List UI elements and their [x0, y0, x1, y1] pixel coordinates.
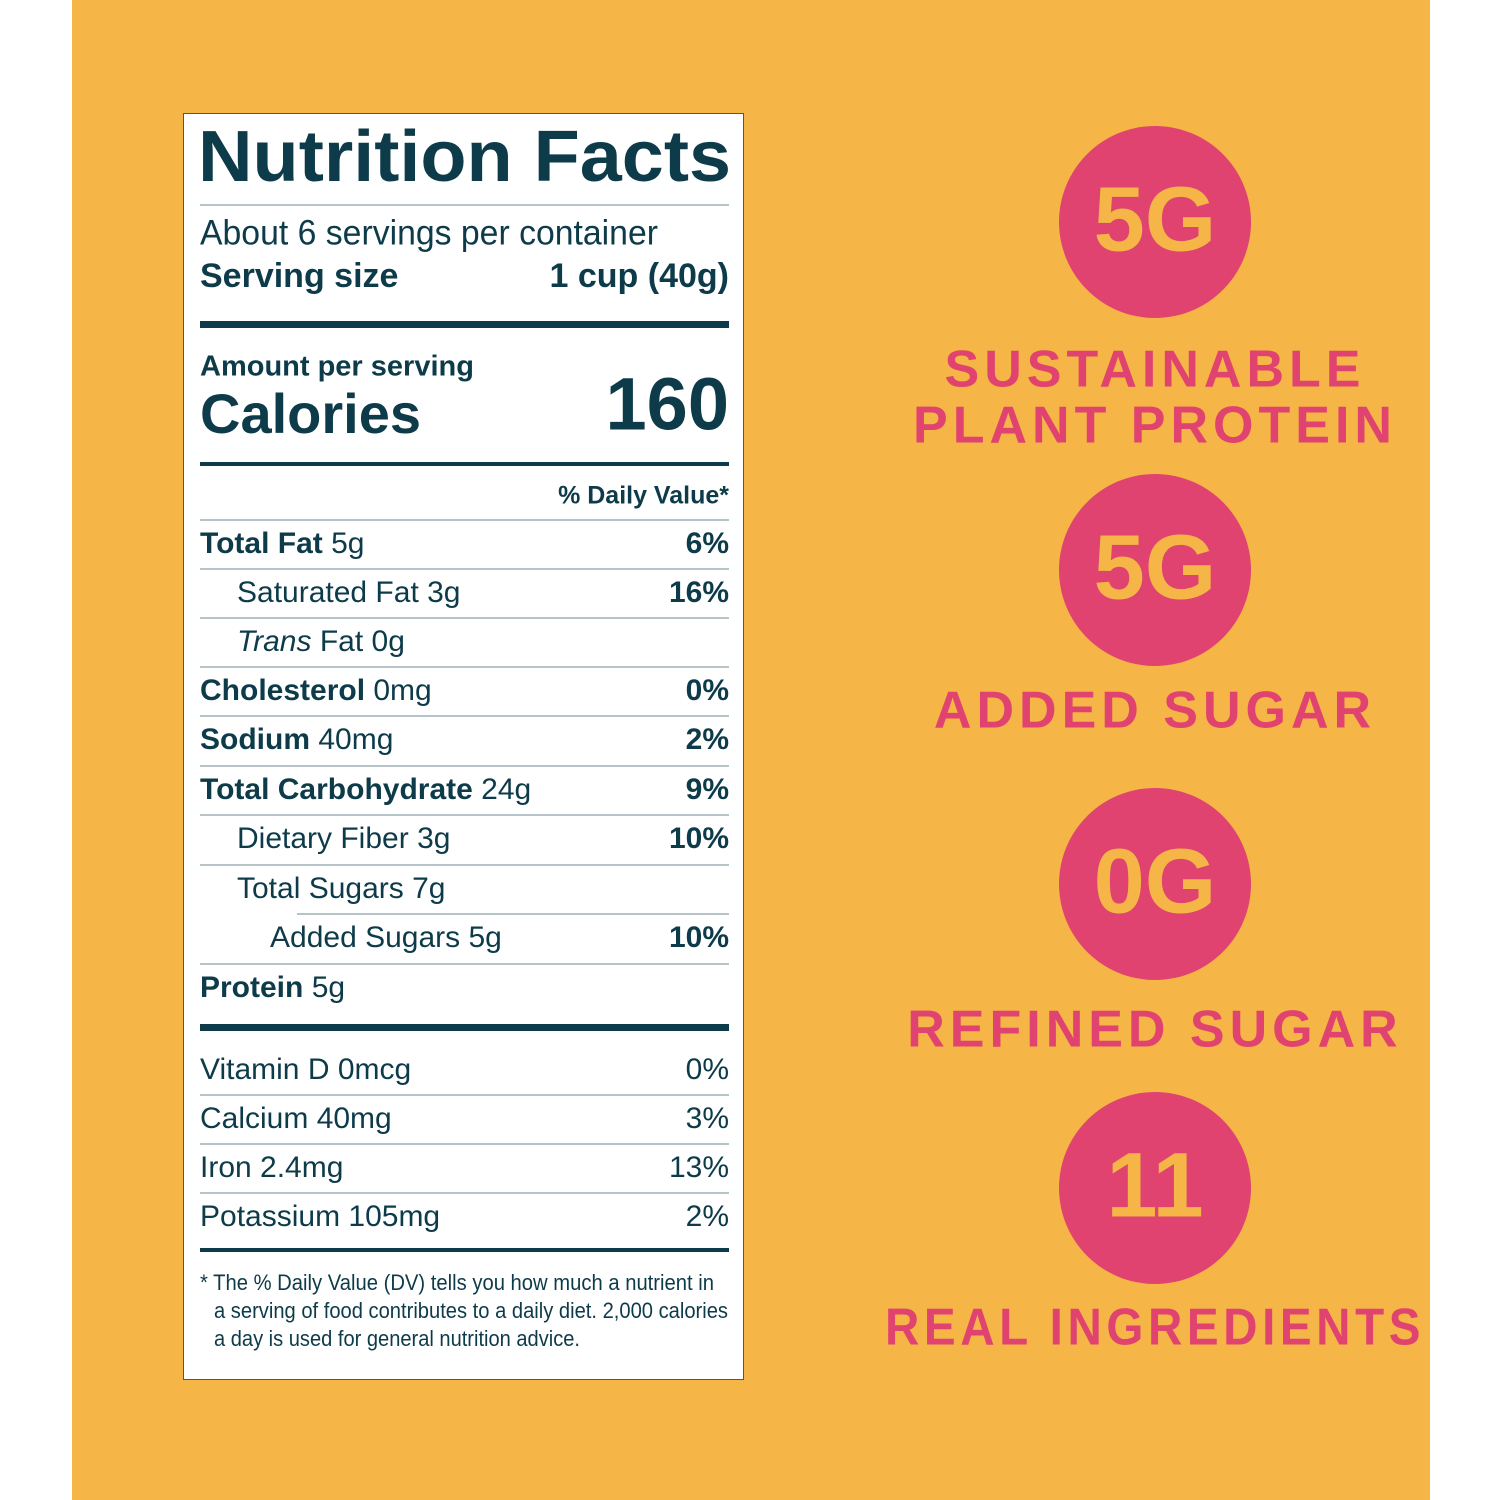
nutrient-name: Sodium — [200, 723, 310, 756]
nutrient-name: Total Carbohydrate — [200, 773, 473, 806]
nutrient: Protein 5g — [200, 971, 345, 1004]
nutrient-dv: 2% — [686, 723, 729, 756]
vitamin-dv: 13% — [669, 1151, 729, 1184]
claim-value: 5G — [1094, 168, 1217, 270]
vitamin-name: Potassium 105mg — [200, 1200, 440, 1233]
nutrient-name-italic: Trans — [237, 625, 311, 658]
claim-text: REAL INGREDIENTS — [885, 1299, 1425, 1357]
medium-rule — [200, 462, 729, 466]
serving-size-value: 1 cup (40g) — [550, 257, 729, 295]
nutrient-dv: 0% — [686, 674, 729, 707]
daily-value-header: % Daily Value* — [558, 482, 729, 510]
nutrient-name: Protein — [200, 971, 303, 1004]
nutrient-amount: 0g — [372, 625, 405, 658]
nutrient-amount: 3g — [417, 822, 450, 855]
nutrient-amount: 5g — [468, 921, 501, 954]
vitamin-dv: 0% — [686, 1053, 729, 1086]
nutrient-name: Dietary Fiber — [237, 822, 409, 855]
nutrient-amount: 5g — [331, 527, 364, 560]
nutrient: Trans Fat 0g — [237, 625, 405, 658]
vitamin-dv: 2% — [686, 1200, 729, 1233]
nutrient-amount: 5g — [312, 971, 345, 1004]
claim-text: ADDED SUGAR — [934, 682, 1376, 740]
nutrient-dv: 16% — [669, 576, 729, 609]
nutrient: Added Sugars 5g — [270, 921, 502, 954]
claim-badge — [1059, 126, 1251, 318]
claim-badge — [1059, 1092, 1251, 1284]
nutrient-amount: 24g — [481, 773, 531, 806]
nutrient: Dietary Fiber 3g — [237, 822, 450, 855]
claims: 5G SUSTAINABLE PLANT PROTEIN 5G ADDED SU… — [885, 126, 1425, 1357]
servings: About 6 servings per container — [200, 213, 658, 252]
vitamin-name: Iron 2.4mg — [200, 1151, 343, 1184]
calories-value: 160 — [606, 363, 729, 446]
amount-per-serving: Amount per serving — [200, 351, 474, 383]
nutrient: Total Fat 5g — [200, 527, 365, 560]
claim-value: 0G — [1094, 830, 1217, 932]
nutrient-name: Total Sugars — [237, 872, 404, 905]
thick-rule — [200, 321, 729, 328]
claim-text: PLANT PROTEIN — [913, 397, 1397, 455]
serving-size-label: Serving size — [200, 257, 398, 295]
claim-text: REFINED SUGAR — [907, 1001, 1402, 1059]
nutrient: Saturated Fat 3g — [237, 576, 461, 609]
nutrient-dv: 6% — [686, 527, 729, 560]
nutrient-amount: 40mg — [318, 723, 393, 756]
footnote-line: a day is used for general nutrition advi… — [214, 1326, 580, 1351]
claim-value: 5G — [1094, 516, 1217, 618]
vitamin-name: Vitamin D 0mcg — [200, 1053, 411, 1086]
footnote-line: a serving of food contributes to a daily… — [214, 1298, 728, 1323]
nutrient-dv: 10% — [669, 921, 729, 954]
nutrient-dv: 9% — [686, 773, 729, 806]
claim-badge — [1059, 474, 1251, 666]
claim-value: 11 — [1106, 1134, 1203, 1236]
calories-label: Calories — [200, 382, 421, 445]
thick-rule — [200, 1024, 729, 1031]
nutrient: Total Sugars 7g — [237, 872, 445, 905]
nutrient-amount: 7g — [412, 872, 445, 905]
nutrient-name: Added Sugars — [270, 921, 460, 954]
nutrient-amount: 0mg — [373, 674, 431, 707]
nutrient-amount: 3g — [427, 576, 460, 609]
nutrient-name: Fat — [320, 625, 364, 658]
vitamin-dv: 3% — [686, 1102, 729, 1135]
nutrient: Cholesterol 0mg — [200, 674, 432, 707]
nutrient: Sodium 40mg — [200, 723, 393, 756]
nutrient: Total Carbohydrate 24g — [200, 773, 531, 806]
footnote-line: * The % Daily Value (DV) tells you how m… — [200, 1270, 714, 1295]
nutrient-name: Saturated Fat — [237, 576, 419, 609]
claim-badge — [1059, 788, 1251, 980]
vitamin-name: Calcium 40mg — [200, 1102, 392, 1135]
medium-rule — [200, 1248, 729, 1252]
claim-text: SUSTAINABLE — [945, 341, 1366, 399]
nutrient-name: Cholesterol — [200, 674, 365, 707]
nutrient-name: Total Fat — [200, 527, 323, 560]
nutrition-label: Nutrition Facts About 6 servings per con… — [198, 117, 731, 1351]
nutrient-dv: 10% — [669, 822, 729, 855]
label-title: Nutrition Facts — [198, 117, 731, 197]
